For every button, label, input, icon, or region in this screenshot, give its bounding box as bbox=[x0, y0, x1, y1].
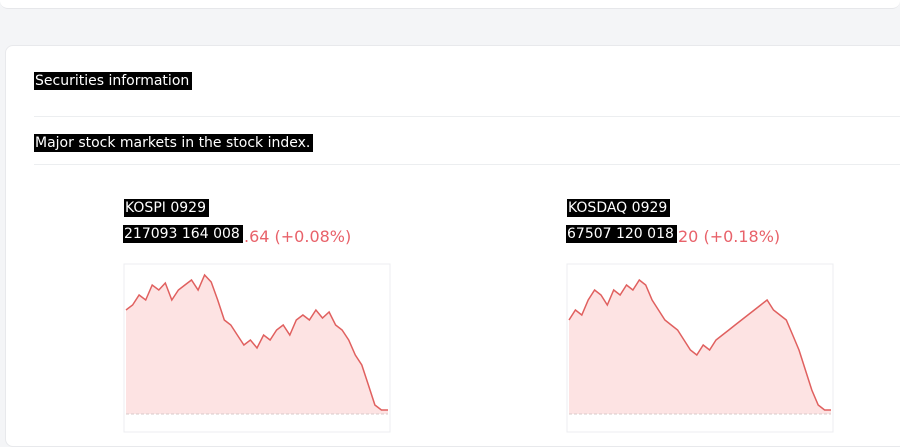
index-title: KOSPI 0929 bbox=[124, 199, 209, 217]
index-value: 67507 120 018 bbox=[566, 225, 677, 243]
charts bbox=[123, 263, 834, 433]
index-title: KOSDAQ 0929 bbox=[567, 199, 671, 217]
index-change: 20 (+0.18%) bbox=[678, 227, 781, 246]
separator bbox=[34, 116, 900, 117]
section-subtitle: Major stock markets in the stock index. bbox=[34, 134, 314, 152]
section-title: Securities information bbox=[34, 72, 193, 90]
area-fill bbox=[569, 280, 831, 414]
area-fill bbox=[126, 275, 388, 414]
top-card bbox=[0, 0, 900, 9]
price-line bbox=[568, 278, 831, 411]
separator bbox=[34, 164, 900, 165]
price-line bbox=[125, 273, 388, 411]
index-value: 217093 164 008 bbox=[123, 225, 243, 243]
index-change: .64 (+0.08%) bbox=[244, 227, 352, 246]
